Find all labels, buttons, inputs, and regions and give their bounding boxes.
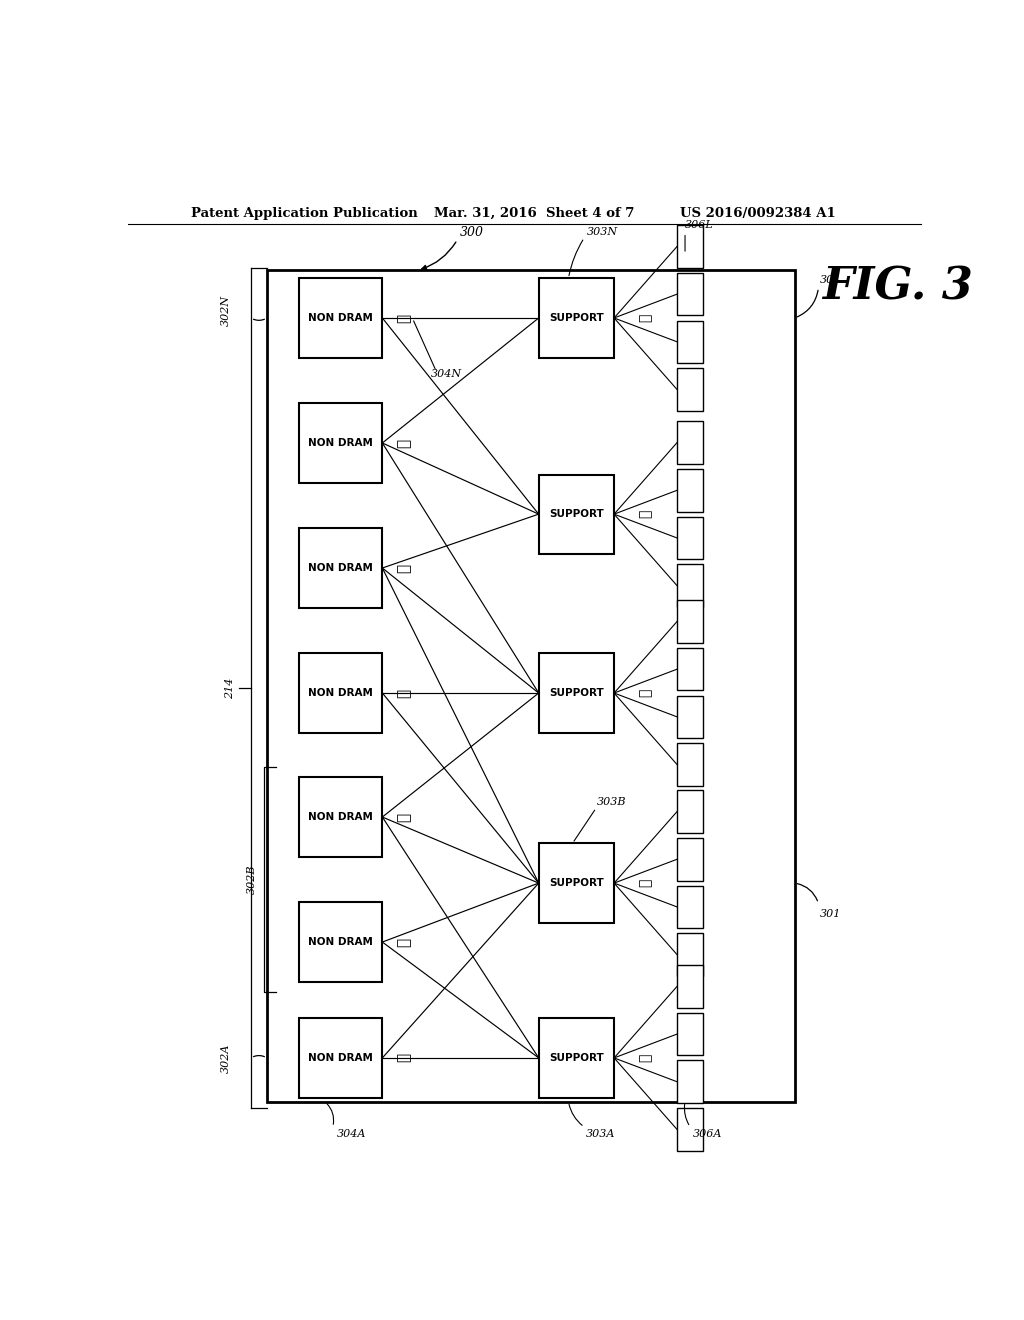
Text: NON DRAM: NON DRAM — [308, 438, 373, 447]
Bar — [299, 777, 382, 857]
Bar — [539, 279, 614, 358]
Text: SUPPORT: SUPPORT — [549, 878, 604, 888]
Bar — [677, 1060, 703, 1104]
Text: ⋯: ⋯ — [639, 879, 652, 887]
Text: ⋯: ⋯ — [397, 564, 412, 573]
Bar — [677, 469, 703, 512]
Bar — [539, 653, 614, 733]
Bar — [299, 1018, 382, 1097]
Bar — [677, 321, 703, 363]
Text: NON DRAM: NON DRAM — [308, 313, 373, 323]
Text: 306A: 306A — [693, 1129, 722, 1139]
Bar — [299, 279, 382, 358]
Bar — [677, 886, 703, 928]
Bar — [677, 1012, 703, 1056]
Bar — [677, 224, 703, 268]
Bar — [677, 648, 703, 690]
Text: 214: 214 — [225, 677, 236, 698]
Bar — [677, 1109, 703, 1151]
Bar — [677, 565, 703, 607]
Bar — [677, 696, 703, 738]
Text: NON DRAM: NON DRAM — [308, 937, 373, 946]
Text: 301: 301 — [820, 276, 842, 285]
Text: NON DRAM: NON DRAM — [308, 688, 373, 698]
Text: 304A: 304A — [337, 1129, 367, 1139]
Text: ⋯: ⋯ — [397, 1053, 412, 1063]
Text: 303B: 303B — [597, 797, 627, 807]
Text: ⋯: ⋯ — [397, 313, 412, 322]
Text: Patent Application Publication: Patent Application Publication — [191, 207, 418, 220]
Text: 302N: 302N — [221, 296, 231, 326]
Bar — [539, 474, 614, 554]
Text: SUPPORT: SUPPORT — [549, 510, 604, 519]
Text: ⋯: ⋯ — [639, 510, 652, 519]
Bar — [677, 965, 703, 1007]
Bar — [299, 404, 382, 483]
Text: NON DRAM: NON DRAM — [308, 564, 373, 573]
Text: FIG. 3: FIG. 3 — [822, 265, 973, 308]
Text: SUPPORT: SUPPORT — [549, 688, 604, 698]
Bar — [539, 1018, 614, 1097]
Bar — [539, 843, 614, 923]
Text: NON DRAM: NON DRAM — [308, 812, 373, 822]
Text: 301: 301 — [820, 908, 842, 919]
Bar — [267, 271, 795, 1102]
Text: ⋯: ⋯ — [397, 813, 412, 821]
Bar — [677, 743, 703, 785]
Text: 303N: 303N — [587, 227, 617, 236]
Text: SUPPORT: SUPPORT — [549, 313, 604, 323]
Text: 304N: 304N — [431, 368, 462, 379]
Bar — [677, 421, 703, 463]
Bar — [299, 528, 382, 607]
Text: ⋯: ⋯ — [397, 438, 412, 447]
Text: NON DRAM: NON DRAM — [308, 1053, 373, 1063]
Text: 302B: 302B — [247, 865, 257, 894]
Bar — [299, 903, 382, 982]
Bar — [677, 516, 703, 560]
Bar — [677, 838, 703, 880]
Text: 302A: 302A — [221, 1043, 231, 1073]
Text: 306L: 306L — [685, 220, 714, 231]
Text: ⋯: ⋯ — [639, 314, 652, 322]
Bar — [677, 791, 703, 833]
Bar — [299, 653, 382, 733]
Text: Mar. 31, 2016  Sheet 4 of 7: Mar. 31, 2016 Sheet 4 of 7 — [433, 207, 634, 220]
Bar — [677, 933, 703, 975]
Text: ⋯: ⋯ — [397, 937, 412, 946]
Text: 300: 300 — [460, 226, 483, 239]
Text: 303A: 303A — [586, 1129, 615, 1139]
Bar — [677, 273, 703, 315]
Text: ⋯: ⋯ — [639, 689, 652, 697]
Bar — [677, 368, 703, 411]
Bar — [677, 601, 703, 643]
Text: SUPPORT: SUPPORT — [549, 1053, 604, 1063]
Text: US 2016/0092384 A1: US 2016/0092384 A1 — [680, 207, 836, 220]
Text: ⋯: ⋯ — [639, 1053, 652, 1063]
Text: ⋯: ⋯ — [397, 689, 412, 697]
